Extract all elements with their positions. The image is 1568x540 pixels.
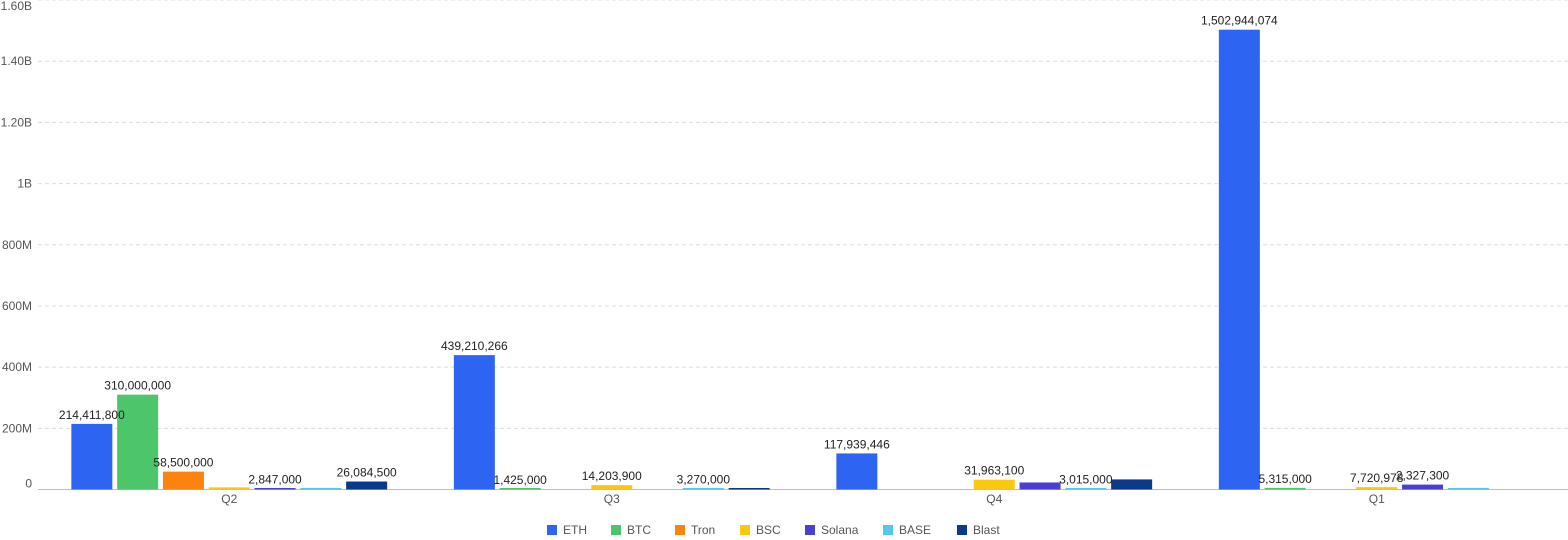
legend-item-solana[interactable]: Solana — [805, 523, 859, 537]
legend-item-bsc[interactable]: BSC — [740, 523, 781, 537]
legend-label: ETH — [563, 523, 587, 537]
y-tick-label: 800M — [2, 238, 32, 252]
bar-bsc-q1[interactable] — [1356, 487, 1398, 490]
y-tick-label: 1.40B — [1, 54, 32, 68]
data-label: 7,720,978 — [1350, 471, 1404, 485]
data-label: 1,502,944,074 — [1201, 14, 1278, 28]
legend-swatch — [883, 525, 893, 535]
y-axis: 0 200M 400M 600M 800M 1B 1.20B 1.40B 1.60B — [1, 0, 1568, 491]
legend: ETH BTC Tron BSC Solana BASE Blast — [547, 523, 1000, 537]
legend-label: Tron — [691, 523, 715, 537]
data-labels: 214,411,800 310,000,000 58,500,000 2,847,00… — [59, 14, 1450, 487]
y-tick-label: 200M — [2, 421, 32, 435]
data-label: 2,847,000 — [248, 473, 302, 487]
bar-eth-q1[interactable] — [1218, 29, 1260, 490]
x-tick-label: Q3 — [604, 492, 620, 506]
data-label: 1,425,000 — [493, 473, 547, 487]
data-label: 58,500,000 — [153, 456, 213, 470]
bar-btc-q2[interactable] — [117, 394, 159, 490]
bar-blast-q2[interactable] — [346, 481, 388, 490]
data-label: 214,411,800 — [59, 408, 125, 422]
bar-eth-q3[interactable] — [453, 355, 495, 490]
legend-label: BSC — [756, 523, 781, 537]
bar-bsc-q4[interactable] — [973, 479, 1015, 490]
bar-bsc-q2[interactable] — [208, 487, 250, 490]
data-label: 14,203,900 — [582, 469, 642, 483]
bar-eth-q2[interactable] — [71, 423, 113, 490]
y-tick-label: 1.20B — [1, 115, 32, 129]
y-tick-label: 1B — [17, 177, 32, 191]
y-tick-label: 600M — [2, 299, 32, 313]
y-tick-label: 400M — [2, 360, 32, 374]
bar-solana-q1[interactable] — [1402, 484, 1444, 490]
legend-swatch — [957, 525, 967, 535]
data-label: 439,210,266 — [441, 339, 508, 353]
grid-lines — [38, 0, 1568, 429]
data-label: 2,327,300 — [1396, 469, 1450, 483]
data-label: 310,000,000 — [104, 379, 171, 393]
bar-tron-q2[interactable] — [162, 471, 204, 490]
legend-label: BTC — [627, 523, 651, 537]
legend-swatch — [611, 525, 621, 535]
data-label: 3,270,000 — [677, 472, 731, 486]
legend-label: BASE — [899, 523, 931, 537]
legend-swatch — [547, 525, 557, 535]
bar-base-q1[interactable] — [1447, 488, 1489, 490]
legend-label: Blast — [973, 523, 1000, 537]
bar-base-q4[interactable] — [1065, 488, 1107, 490]
bar-solana-q4[interactable] — [1019, 482, 1061, 490]
bar-bsc-q3[interactable] — [591, 485, 633, 490]
bar-blast-q3[interactable] — [728, 488, 770, 490]
bar-base-q3[interactable] — [682, 488, 724, 490]
legend-item-base[interactable]: BASE — [883, 523, 931, 537]
bar-blast-q4[interactable] — [1111, 479, 1153, 490]
bar-btc-q3[interactable] — [499, 488, 541, 490]
y-tick-label: 1.60B — [1, 0, 32, 13]
bar-solana-q2[interactable] — [254, 488, 296, 490]
data-label: 31,963,100 — [964, 464, 1024, 478]
bars — [71, 29, 1489, 490]
legend-item-blast[interactable]: Blast — [957, 523, 1000, 537]
legend-label: Solana — [821, 523, 859, 537]
x-tick-label: Q4 — [986, 492, 1002, 506]
bar-btc-q1[interactable] — [1264, 487, 1306, 490]
data-label: 5,315,000 — [1258, 472, 1312, 486]
data-label: 3,015,000 — [1059, 473, 1113, 487]
legend-item-tron[interactable]: Tron — [675, 523, 715, 537]
legend-swatch — [675, 525, 685, 535]
x-tick-label: Q2 — [221, 492, 237, 506]
bar-eth-q4[interactable] — [836, 453, 878, 490]
bar-base-q2[interactable] — [300, 488, 342, 490]
legend-item-eth[interactable]: ETH — [547, 523, 587, 537]
data-label: 26,084,500 — [337, 466, 397, 480]
data-label: 117,939,446 — [824, 437, 890, 451]
legend-swatch — [805, 525, 815, 535]
legend-swatch — [740, 525, 750, 535]
y-tick-label: 0 — [25, 477, 32, 491]
x-axis: Q2 Q3 Q4 Q1 — [221, 492, 1385, 506]
legend-item-btc[interactable]: BTC — [611, 523, 651, 537]
x-tick-label: Q1 — [1369, 492, 1385, 506]
